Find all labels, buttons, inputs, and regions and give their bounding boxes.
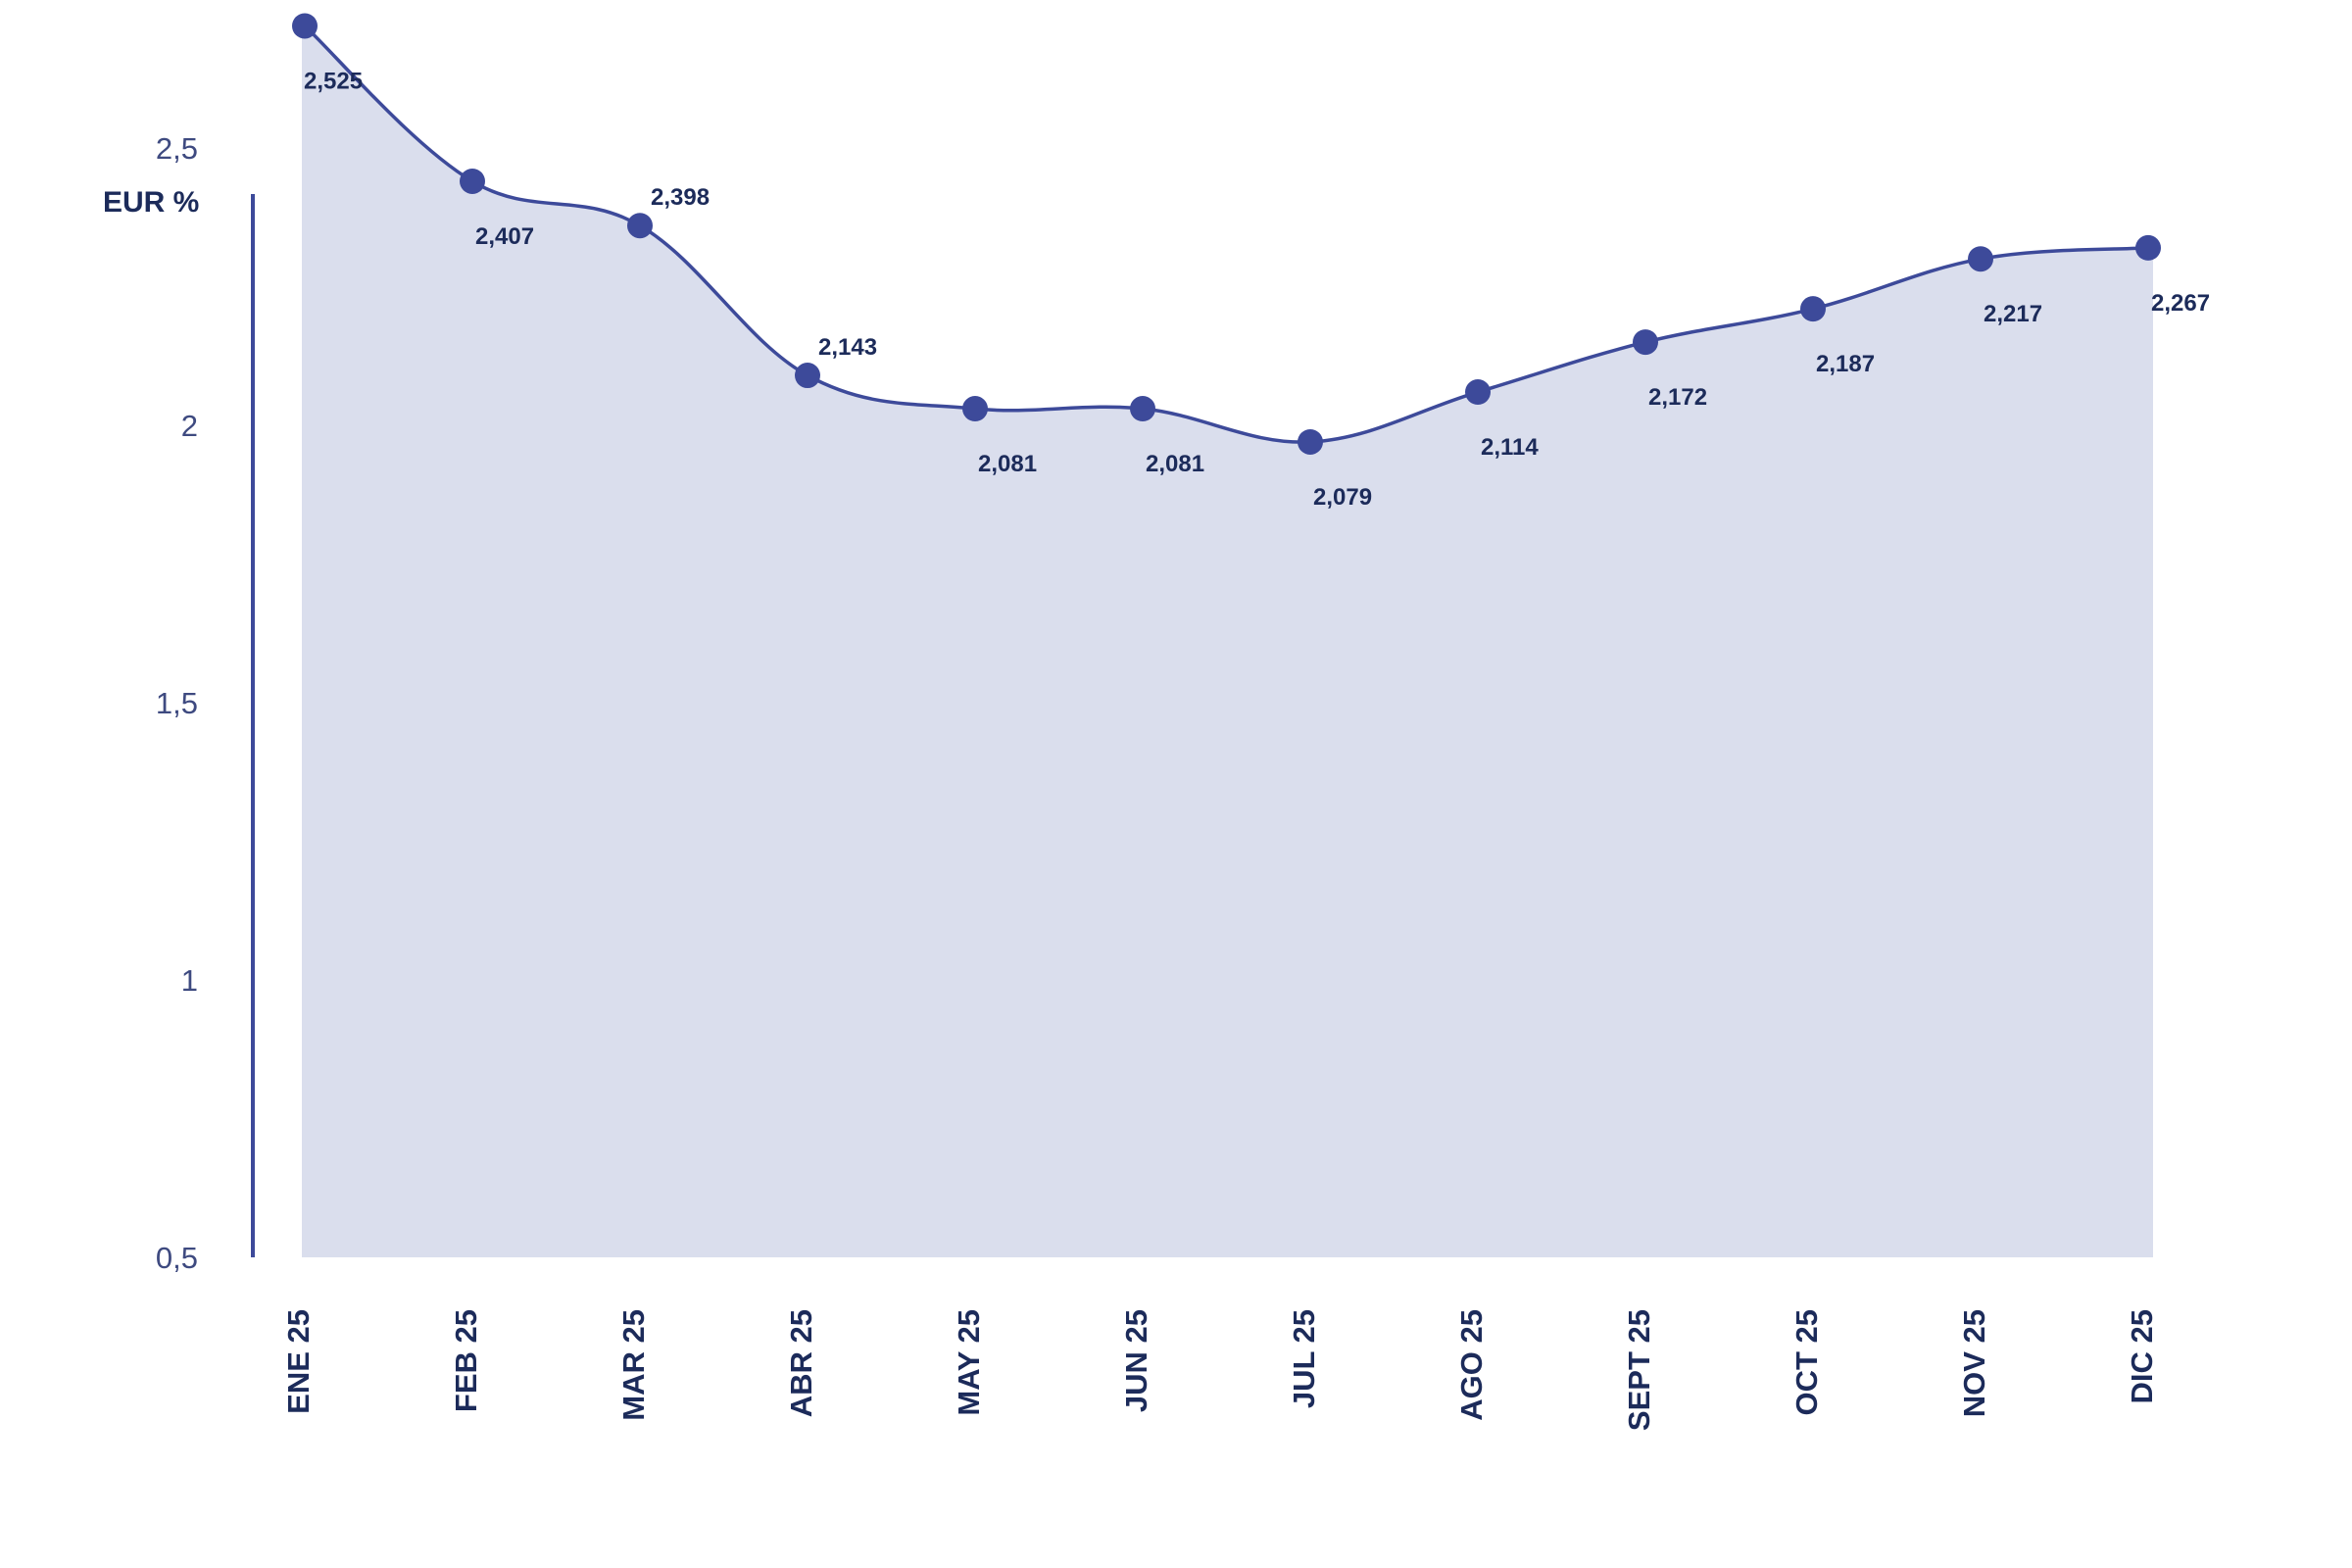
data-point <box>1800 296 1826 322</box>
x-tick-label: ABR 25 <box>784 1309 818 1417</box>
data-label: 2,081 <box>1146 451 1204 477</box>
data-label: 2,172 <box>1648 384 1707 411</box>
x-tick-label: JUL 25 <box>1287 1309 1321 1408</box>
data-point <box>962 396 988 422</box>
y-tick-label: 1,5 <box>156 686 198 720</box>
x-tick-label: MAR 25 <box>616 1309 651 1421</box>
data-point <box>1465 379 1491 406</box>
x-tick-label: SEPT 25 <box>1622 1309 1656 1431</box>
data-point <box>1298 428 1323 455</box>
x-tick-label: OCT 25 <box>1789 1309 1824 1416</box>
data-point <box>627 213 653 239</box>
data-point <box>292 13 318 39</box>
y-tick-label: 1 <box>181 963 198 998</box>
x-tick-label: NOV 25 <box>1957 1309 1991 1417</box>
data-point <box>795 363 820 389</box>
data-point <box>2135 234 2161 261</box>
x-tick-label: DIC 25 <box>2125 1309 2159 1403</box>
data-label: 2,525 <box>304 68 363 94</box>
data-label: 2,398 <box>651 184 710 211</box>
y-tick-label: 0,5 <box>156 1241 198 1275</box>
area-layer <box>302 25 2153 1258</box>
x-tick-label: MAY 25 <box>952 1309 986 1416</box>
x-tick-label: AGO 25 <box>1454 1309 1489 1421</box>
y-tick-labels: 43,532,521,510,5 <box>156 131 198 1275</box>
data-point <box>1130 396 1155 422</box>
data-label: 2,187 <box>1816 351 1875 377</box>
data-point <box>1633 329 1658 356</box>
data-label: 2,143 <box>818 334 877 361</box>
x-tick-label: JUN 25 <box>1119 1309 1153 1412</box>
y-tick-label: 2 <box>181 409 198 443</box>
data-label: 2,267 <box>2151 290 2210 317</box>
data-label: 2,217 <box>1984 301 2042 327</box>
x-tick-labels: ENE 25 FEB 25 MAR 25 ABR 25 MAY 25 JUN 25 JUL … <box>281 1309 2159 1431</box>
x-tick-label: FEB 25 <box>449 1309 483 1412</box>
x-tick-label: ENE 25 <box>281 1309 316 1414</box>
y-axis-unit-label: EUR % <box>103 186 199 219</box>
data-labels: 2,525 2,407 2,398 2,143 2,081 2,081 2,079 2,114… <box>304 68 2210 510</box>
data-label: 2,114 <box>1481 434 1539 461</box>
data-label: 2,079 <box>1313 484 1372 511</box>
series-area <box>302 25 2153 1258</box>
data-markers <box>292 13 2161 455</box>
data-label: 2,407 <box>475 223 534 250</box>
data-point <box>1968 246 1993 272</box>
data-point <box>460 168 485 194</box>
data-label: 2,081 <box>978 451 1037 477</box>
y-tick-label: 2,5 <box>156 131 198 166</box>
